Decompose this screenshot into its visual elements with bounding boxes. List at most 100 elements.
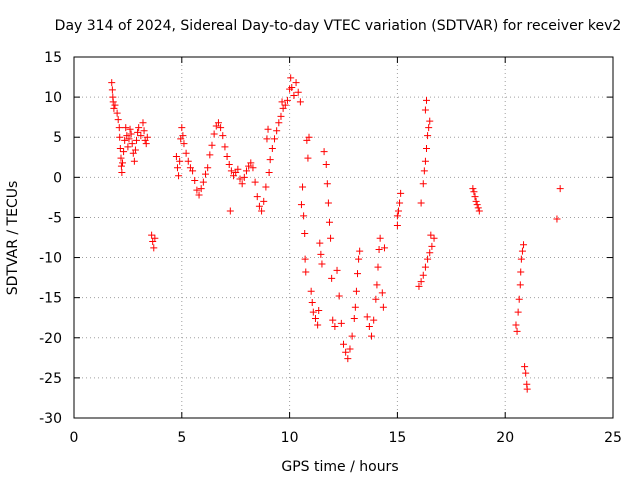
data-point	[340, 340, 347, 348]
data-point	[396, 199, 404, 207]
data-point	[324, 199, 332, 207]
data-point	[193, 186, 201, 194]
data-point	[178, 124, 186, 132]
data-point	[331, 323, 339, 331]
data-point	[208, 141, 216, 149]
data-point	[150, 244, 158, 252]
data-point	[288, 83, 296, 91]
data-point	[108, 79, 116, 87]
data-point	[119, 159, 127, 167]
data-point	[328, 274, 336, 282]
data-point	[297, 201, 305, 209]
grid-lines	[74, 57, 613, 418]
data-point	[184, 157, 192, 165]
data-point	[227, 167, 235, 175]
data-point	[325, 218, 333, 226]
data-point	[109, 98, 117, 106]
y-tick-label: -25	[39, 371, 62, 387]
data-point	[122, 124, 130, 132]
data-point	[173, 164, 181, 172]
data-point	[290, 92, 298, 100]
data-point	[172, 152, 180, 160]
data-point	[110, 104, 118, 112]
data-point	[308, 298, 316, 306]
data-point	[179, 132, 187, 140]
data-point	[143, 133, 151, 141]
data-point	[475, 207, 483, 215]
data-point	[300, 212, 308, 220]
data-point	[278, 98, 286, 106]
data-point	[363, 313, 371, 321]
y-tick-label: -20	[39, 331, 62, 347]
data-point	[258, 207, 266, 215]
data-point	[301, 255, 309, 263]
data-point	[553, 215, 561, 223]
y-tick-label: -15	[39, 291, 62, 307]
data-point	[307, 287, 315, 295]
data-point	[142, 140, 150, 148]
data-point	[273, 127, 281, 135]
data-point	[140, 127, 148, 135]
data-point	[318, 260, 326, 268]
data-point	[348, 332, 356, 340]
data-point	[517, 255, 525, 263]
data-point	[393, 212, 401, 220]
data-point	[263, 135, 271, 143]
data-point	[333, 266, 341, 274]
data-point	[419, 180, 427, 188]
data-point	[128, 140, 136, 148]
data-point	[135, 124, 143, 132]
data-point	[513, 327, 521, 335]
data-point	[111, 101, 119, 109]
data-point	[182, 149, 190, 157]
data-point	[329, 316, 337, 324]
data-point	[376, 234, 384, 242]
data-point	[522, 369, 530, 377]
data-point	[113, 109, 121, 117]
data-point	[134, 128, 142, 136]
data-point	[350, 315, 358, 323]
data-point	[242, 167, 250, 175]
data-point	[195, 191, 203, 199]
x-tick-label: 0	[70, 430, 79, 446]
data-point	[342, 348, 350, 356]
data-point	[471, 193, 479, 201]
data-point	[421, 157, 429, 165]
data-point	[148, 231, 156, 239]
data-point	[137, 132, 145, 140]
data-point	[226, 207, 234, 215]
data-point	[430, 234, 438, 242]
data-point	[296, 98, 304, 106]
data-point	[266, 156, 274, 164]
x-tick-label: 20	[496, 430, 514, 446]
data-point	[234, 165, 242, 173]
data-point	[271, 135, 279, 143]
data-point	[210, 130, 218, 138]
data-point	[365, 323, 373, 331]
data-point	[120, 148, 128, 156]
plot-area-border	[73, 56, 614, 419]
data-point	[251, 178, 259, 186]
data-point	[180, 140, 188, 148]
data-point	[283, 96, 291, 104]
data-point	[420, 167, 428, 175]
data-point	[191, 177, 199, 185]
data-point	[512, 321, 520, 329]
data-point	[238, 180, 246, 188]
data-point	[253, 193, 261, 201]
data-point	[517, 268, 525, 276]
data-point	[127, 130, 135, 138]
data-point	[472, 197, 480, 205]
data-point	[151, 234, 159, 242]
data-point	[225, 160, 233, 168]
data-point	[470, 188, 478, 196]
data-point	[372, 295, 380, 303]
data-point	[121, 136, 129, 144]
data-point	[124, 143, 132, 151]
data-point	[356, 247, 364, 255]
data-point	[556, 185, 564, 193]
data-point	[370, 316, 378, 324]
data-point	[189, 167, 197, 175]
data-point	[426, 117, 434, 125]
